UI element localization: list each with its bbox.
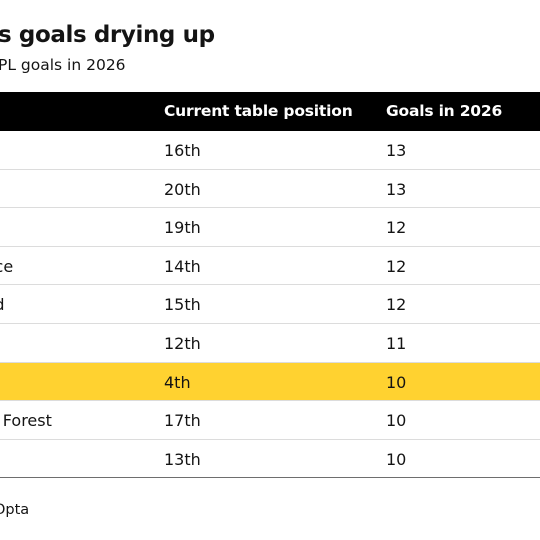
position-cell: 19th <box>164 218 201 238</box>
source-note: Opta <box>0 502 30 518</box>
position-cell: 12th <box>164 333 201 353</box>
table-body: ham16th13s20th13y19th12l Palace14th12Uni… <box>0 131 540 479</box>
header-position: Current table position <box>164 102 353 120</box>
table-row: s20th13 <box>0 170 540 209</box>
table-row: y19th12 <box>0 208 540 247</box>
goals-cell: 11 <box>386 333 407 353</box>
position-cell: 14th <box>164 256 201 276</box>
team-cell: gham Forest <box>0 411 52 431</box>
team-cell: l Palace <box>0 256 14 276</box>
table-row: gham Forest 17th 10 <box>0 401 540 440</box>
table-header: Current table position Goals in 2026 <box>0 92 540 131</box>
goals-cell: 12 <box>386 218 407 238</box>
goals-cell: 10 <box>386 411 407 431</box>
goals-cell: 10 <box>386 449 407 469</box>
team-cell: United <box>0 285 5 323</box>
goals-cell: 13 <box>386 179 407 199</box>
table-row: on12th11 <box>0 324 540 363</box>
goals-cell: 10 <box>386 372 407 392</box>
table-row: ham16th13 <box>0 131 540 170</box>
chart-title: s goals drying up <box>0 22 215 48</box>
table-row: rland13th10 <box>0 440 540 479</box>
goals-cell: 12 <box>386 256 407 276</box>
position-cell: 15th <box>164 295 201 315</box>
position-cell: 16th <box>164 141 201 160</box>
table-row: United 15th 12 <box>0 285 540 324</box>
goals-table: Current table position Goals in 2026 ham… <box>0 92 540 479</box>
table-row: l Palace 14th 12 <box>0 247 540 286</box>
position-cell: 13th <box>164 449 201 469</box>
header-goals: Goals in 2026 <box>386 102 503 120</box>
goals-cell: 13 <box>386 141 407 160</box>
position-cell: 20th <box>164 179 201 199</box>
position-cell: 4th <box>164 372 191 392</box>
goals-cell: 12 <box>386 295 407 315</box>
table-row: Villa4th10 <box>0 362 540 402</box>
position-cell: 17th <box>164 411 201 431</box>
chart-subtitle: PL goals in 2026 <box>0 56 126 74</box>
